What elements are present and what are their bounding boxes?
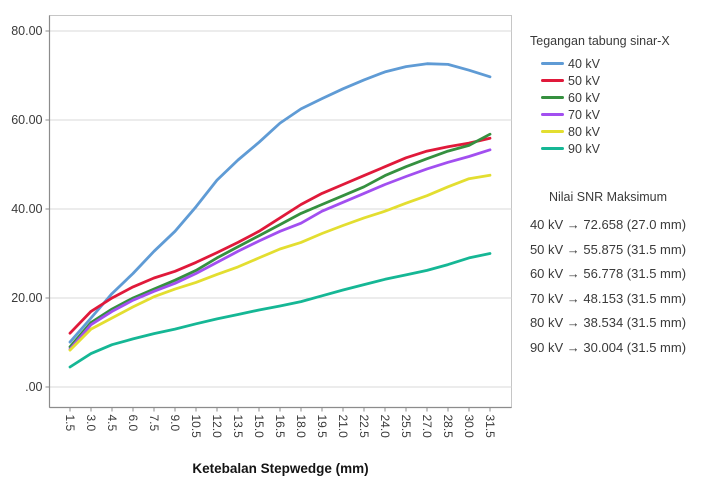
y-tick-label: 40.00 [11,202,42,216]
x-tick-label: 21.0 [336,415,350,439]
legend-swatch-40kv-icon [541,61,564,66]
snr-max-80kv: 80 kV → 38.534 (31.5 mm) [529,315,687,330]
legend: Tegangan tabung sinar-X 40 kV 50 kV 60 k… [530,34,704,157]
legend-entry-50kv: 50 kV [530,72,704,89]
legend-entry-40kv: 40 kV [530,55,704,72]
x-tick-label: 1.5 [63,415,77,432]
series-line-50-kv [68,136,492,335]
legend-swatch-80kv-icon [541,129,564,134]
x-tick-label: 30.0 [462,415,476,439]
legend-label: 50 kV [568,73,600,88]
legend-label: 70 kV [568,107,600,122]
series-line-90-kv [68,252,492,369]
x-tick-label: 16.5 [273,415,287,439]
y-tick-label: 20.00 [11,291,42,305]
snr-max-50kv: 50 kV → 55.875 (31.5 mm) [529,241,687,257]
x-tick-label: 10.5 [189,415,203,439]
x-tick-label: 22.5 [357,415,371,439]
x-tick-label: 31.5 [483,415,497,439]
legend-label: 80 kV [568,124,600,139]
series-line-60-kv [68,132,492,349]
legend-swatch-90kv-icon [541,146,564,151]
legend-label: 60 kV [568,90,600,105]
snr-max-40kv: 40 kV → 72.658 (27.0 mm) [529,217,687,232]
legend-swatch-60kv-icon [541,95,564,100]
snr-annotation-title: Nilai SNR Maksimum [548,190,668,204]
snr-max-60kv: 60 kV → 56.778 (31.5 mm) [529,266,687,281]
legend-swatch-70kv-icon [541,112,564,117]
x-tick-label: 24.0 [378,415,392,439]
x-tick-label: 25.5 [399,415,413,439]
series-line-70-kv [68,148,492,351]
snr-max-90kv: 90 kV → 30.004 (31.5 mm) [529,339,687,355]
line-chart: 80.00 60.00 40.00 20.00 .00 1.5 3.0 4.5 6.0 7.5 9.… [11,15,512,476]
snr-max-70kv: 70 kV → 48.153 (31.5 mm) [529,290,687,306]
x-axis-title: Ketebalan Stepwedge (mm) [192,461,368,476]
x-tick-label: 4.5 [105,415,119,432]
x-tick-label: 28.5 [441,415,455,439]
x-tick-label: 9.0 [168,415,182,432]
x-tick-label: 3.0 [84,415,98,432]
x-tick-label: 6.0 [126,415,140,432]
legend-entry-90kv: 90 kV [530,140,704,157]
legend-swatch-50kv-icon [541,78,564,83]
x-tick-label: 27.0 [420,415,434,439]
series-line-40-kv [68,62,492,344]
x-tick-label: 13.5 [231,415,245,439]
series-line-80-kv [68,173,492,352]
legend-entry-70kv: 70 kV [530,106,704,123]
legend-label: 90 kV [568,141,600,156]
snr-annotation: Nilai SNR Maksimum 40 kV → 72.658 (27.0 … [512,190,704,360]
y-tick-label: 80.00 [11,24,42,38]
legend-title: Tegangan tabung sinar-X [530,34,670,48]
x-tick-label: 7.5 [147,415,161,432]
x-tick-label: 12.0 [210,415,224,439]
x-tick-label: 15.0 [252,415,266,439]
plot-frame [49,15,512,408]
y-tick-label: 60.00 [11,113,42,127]
legend-entry-60kv: 60 kV [530,89,704,106]
y-tick-label: .00 [25,380,42,394]
legend-entry-80kv: 80 kV [530,123,704,140]
legend-label: 40 kV [568,56,600,71]
x-tick-label: 19.5 [315,415,329,439]
x-tick-label: 18.0 [294,415,308,439]
